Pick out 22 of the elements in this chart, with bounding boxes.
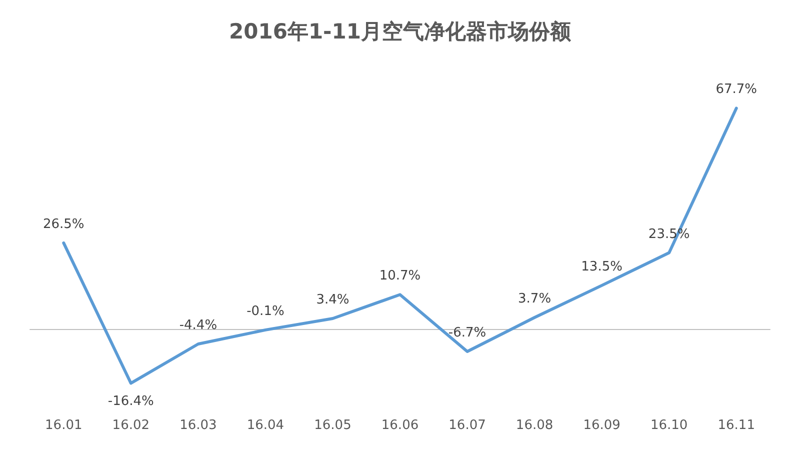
x-tick-label: 16.09 [583,418,620,433]
x-tick-label: 16.05 [314,418,352,433]
x-tick-label: 16.11 [718,418,755,433]
x-tick-label: 16.10 [650,418,688,433]
data-label: -0.1% [246,304,284,319]
x-tick-label: 16.01 [45,418,82,433]
data-label: 26.5% [42,216,84,232]
data-label: 3.4% [316,292,350,308]
data-label: 67.7% [716,82,758,98]
data-label: 3.7% [518,292,552,306]
x-tick-label: 16.04 [246,418,284,433]
x-tick-label: 16.06 [381,418,419,433]
x-tick-label: 16.08 [516,418,554,433]
data-label: 10.7% [379,268,421,284]
x-tick-label: 16.07 [448,418,486,433]
data-label: -4.4% [179,318,218,333]
chart-title: 2016年1-11月空气净化器市场份额 [229,20,572,44]
x-tick-label: 16.02 [112,418,150,433]
x-tick-label: 16.03 [180,418,217,433]
data-label: -16.4% [108,394,154,410]
data-label: 13.5% [581,259,622,274]
data-label: -6.7% [448,326,486,341]
